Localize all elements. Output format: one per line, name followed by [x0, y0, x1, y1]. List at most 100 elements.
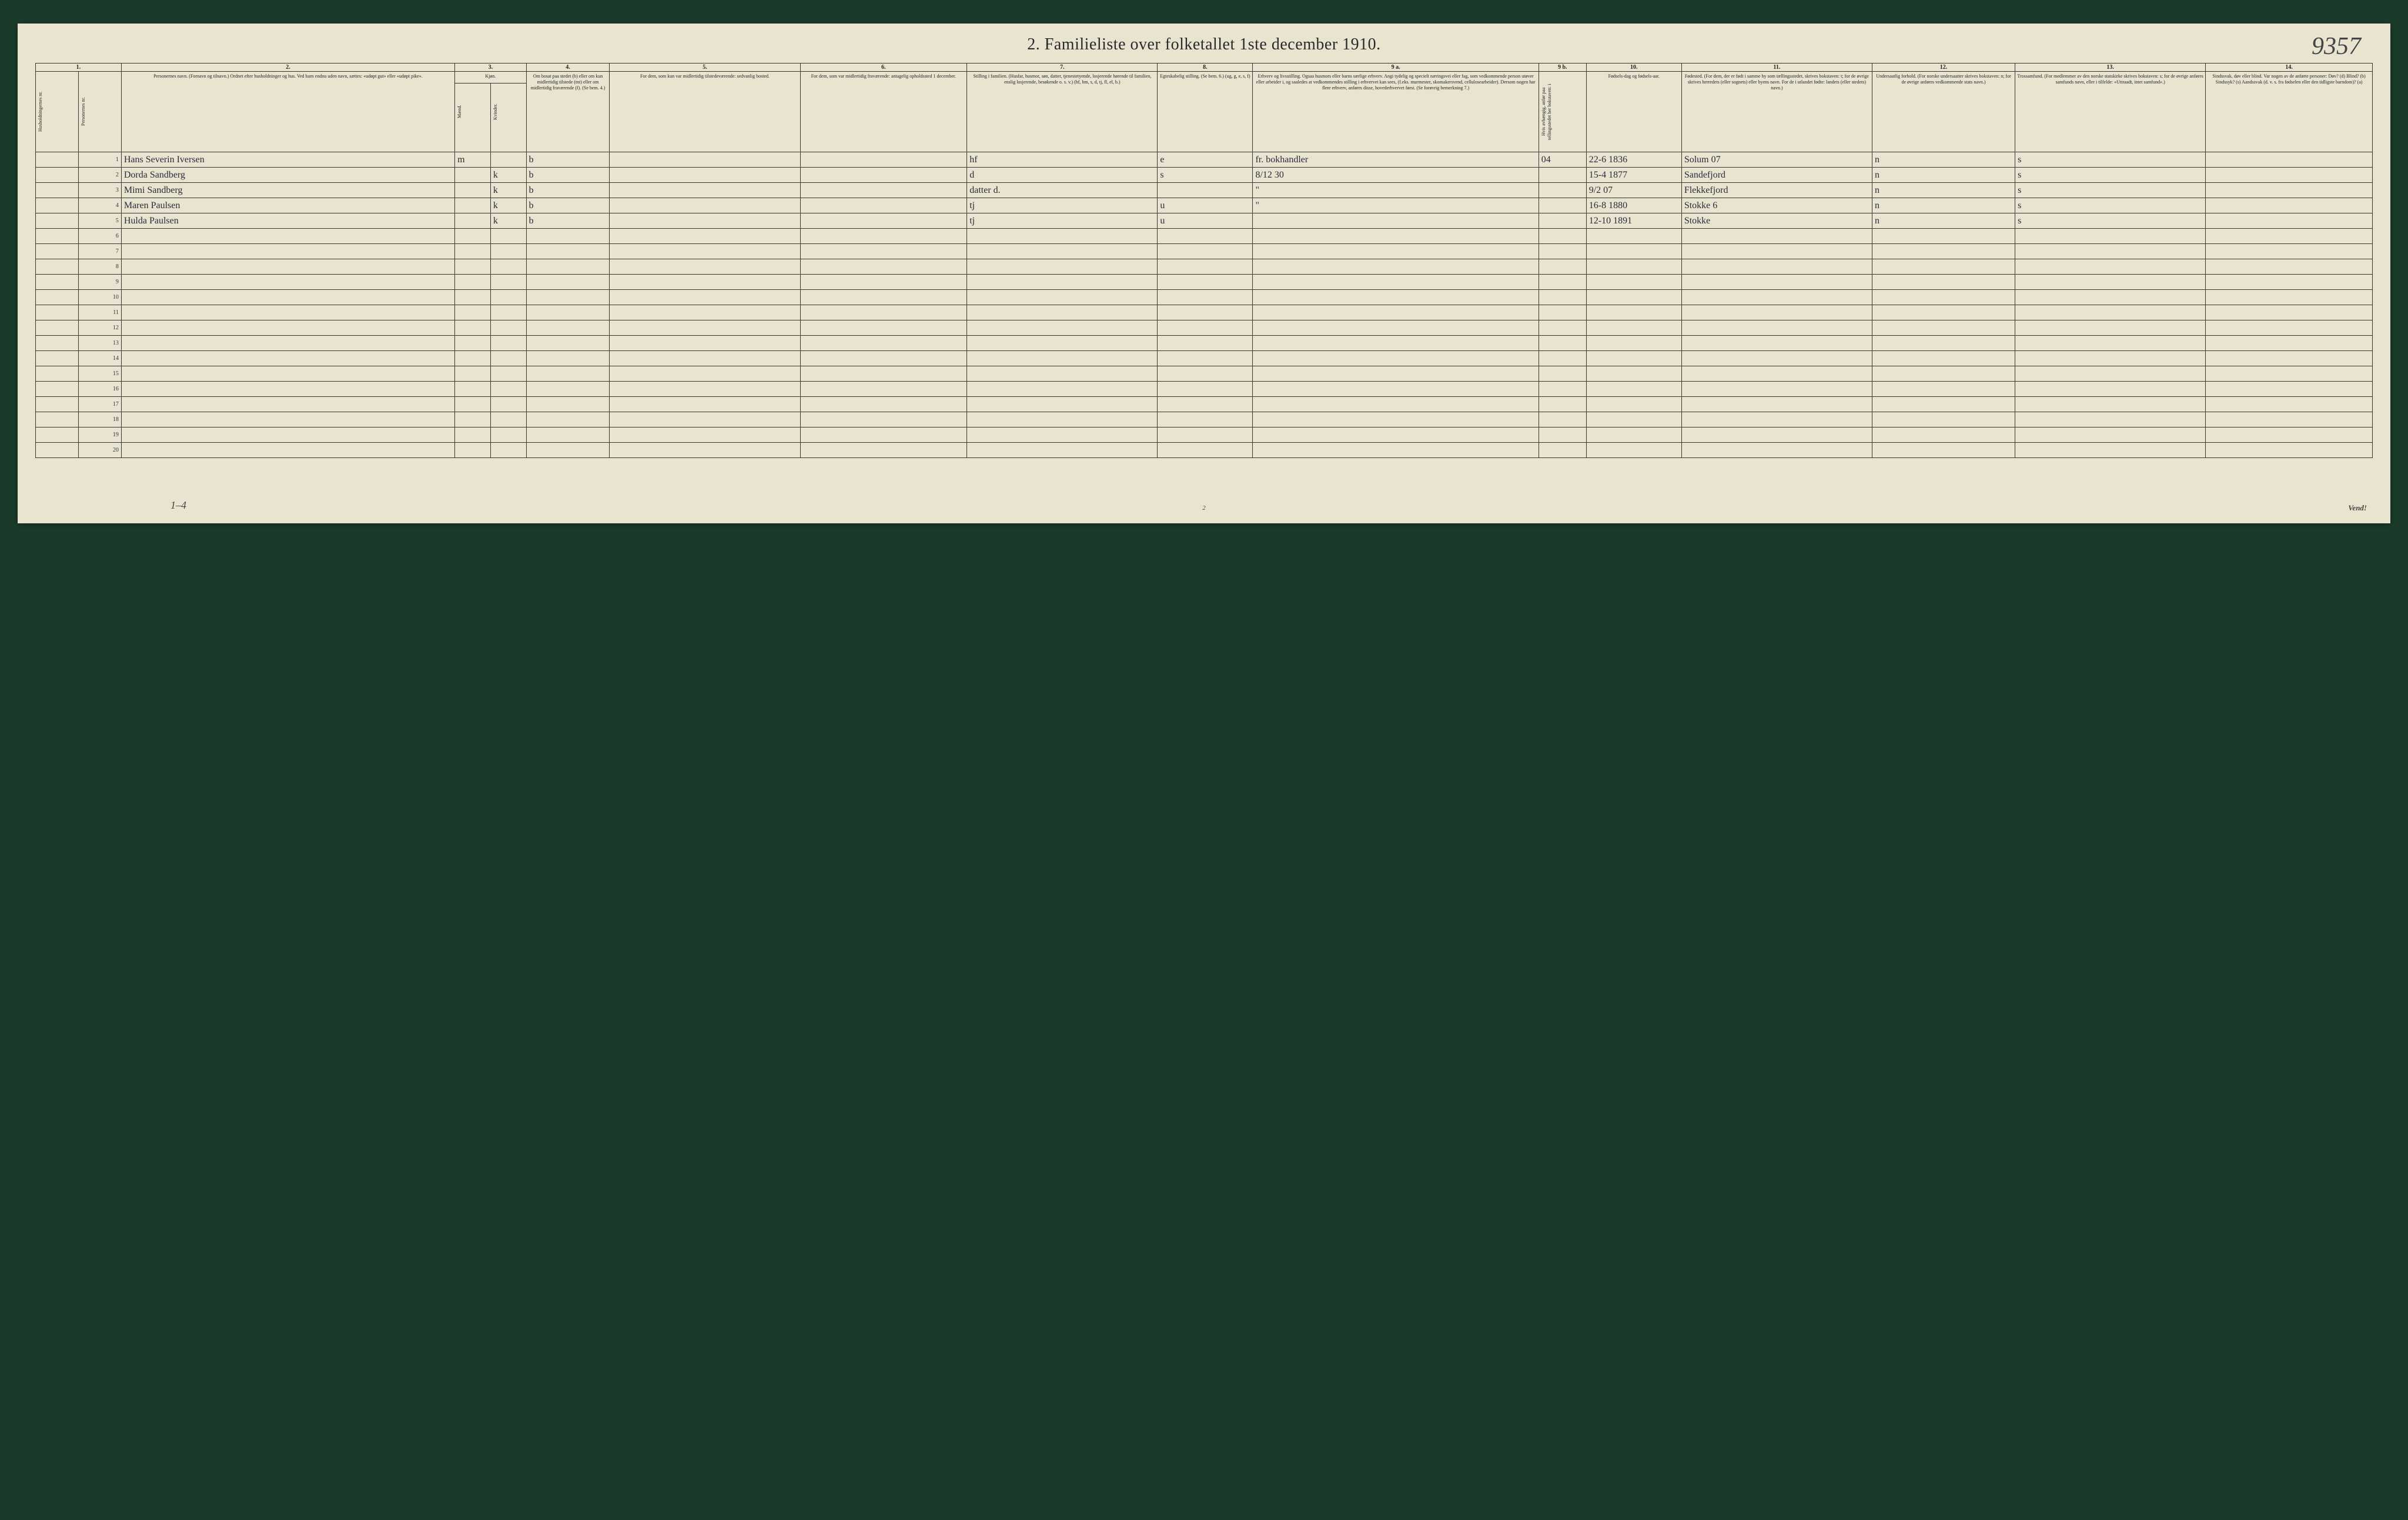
col-num-11: 11.: [1681, 64, 1872, 72]
cell-hh: [36, 382, 79, 397]
cell-name: [121, 336, 454, 351]
cell-name: [121, 290, 454, 305]
cell-col9b: [1539, 351, 1586, 366]
cell-inf: [2206, 397, 2373, 412]
cell-dob: 16-8 1880: [1586, 198, 1681, 213]
cell-hh: [36, 152, 79, 168]
header-sex: Kjøn.: [455, 72, 527, 83]
cell-fam: d: [967, 168, 1158, 183]
cell-res: [526, 366, 610, 382]
cell-away: [610, 382, 800, 397]
header-dob: Fødsels-dag og fødsels-aar.: [1586, 72, 1681, 152]
cell-col9b: [1539, 168, 1586, 183]
table-row: 4Maren Paulsenkbtju"16-8 1880Stokke 6ns: [36, 198, 2373, 213]
cell-hh: [36, 275, 79, 290]
table-row: 20: [36, 443, 2373, 458]
table-row: 9: [36, 275, 2373, 290]
cell-rel: [2015, 244, 2206, 259]
cell-hh: [36, 183, 79, 198]
cell-hh: [36, 336, 79, 351]
cell-away: [610, 183, 800, 198]
header-household-nr: Husholdningernes nr.: [37, 74, 44, 150]
cell-sex-k: [490, 412, 526, 427]
cell-inf: [2206, 229, 2373, 244]
cell-nat: [1872, 320, 2015, 336]
cell-sex-m: [455, 443, 491, 458]
cell-dob: [1586, 305, 1681, 320]
col-num-4: 4.: [526, 64, 610, 72]
cell-inf: [2206, 244, 2373, 259]
cell-nat: [1872, 290, 2015, 305]
cell-rel: [2015, 427, 2206, 443]
cell-mar: [1158, 366, 1253, 382]
cell-away: [610, 427, 800, 443]
cell-sex-m: m: [455, 152, 491, 168]
cell-res: [526, 305, 610, 320]
cell-temp: [800, 305, 967, 320]
cell-res: [526, 259, 610, 275]
cell-bp: Sandefjord: [1681, 168, 1872, 183]
cell-col9b: [1539, 366, 1586, 382]
table-row: 10: [36, 290, 2373, 305]
cell-row-num: 12: [78, 320, 121, 336]
cell-sex-k: [490, 305, 526, 320]
cell-temp: [800, 229, 967, 244]
cell-row-num: 20: [78, 443, 121, 458]
cell-bp: [1681, 259, 1872, 275]
cell-nat: n: [1872, 198, 2015, 213]
cell-hh: [36, 427, 79, 443]
cell-fam: [967, 443, 1158, 458]
cell-mar: [1158, 382, 1253, 397]
cell-occ: [1253, 336, 1539, 351]
cell-nat: [1872, 244, 2015, 259]
cell-dob: [1586, 443, 1681, 458]
cell-rel: [2015, 320, 2206, 336]
cell-mar: u: [1158, 213, 1253, 229]
cell-temp: [800, 244, 967, 259]
cell-rel: [2015, 275, 2206, 290]
cell-dob: [1586, 244, 1681, 259]
cell-occ: [1253, 320, 1539, 336]
cell-sex-k: [490, 351, 526, 366]
cell-temp: [800, 366, 967, 382]
cell-name: [121, 305, 454, 320]
cell-inf: [2206, 320, 2373, 336]
title-row: 2. Familieliste over folketallet 1ste de…: [35, 35, 2373, 54]
cell-away: [610, 198, 800, 213]
cell-hh: [36, 305, 79, 320]
cell-nat: [1872, 382, 2015, 397]
cell-hh: [36, 229, 79, 244]
cell-inf: [2206, 290, 2373, 305]
cell-bp: Stokke 6: [1681, 198, 1872, 213]
cell-name: [121, 244, 454, 259]
cell-fam: tj: [967, 198, 1158, 213]
cell-col9b: [1539, 198, 1586, 213]
table-row: 1Hans Severin Iversenmbhfefr. bokhandler…: [36, 152, 2373, 168]
table-row: 12: [36, 320, 2373, 336]
table-row: 18: [36, 412, 2373, 427]
cell-mar: e: [1158, 152, 1253, 168]
cell-mar: [1158, 244, 1253, 259]
cell-dob: [1586, 397, 1681, 412]
cell-inf: [2206, 412, 2373, 427]
cell-nat: [1872, 366, 2015, 382]
cell-away: [610, 152, 800, 168]
cell-occ: [1253, 366, 1539, 382]
cell-fam: [967, 244, 1158, 259]
cell-res: b: [526, 213, 610, 229]
cell-fam: [967, 305, 1158, 320]
cell-name: Maren Paulsen: [121, 198, 454, 213]
table-row: 14: [36, 351, 2373, 366]
cell-occ: [1253, 397, 1539, 412]
col-num-1: 1.: [36, 64, 122, 72]
cell-rel: [2015, 290, 2206, 305]
cell-sex-m: [455, 275, 491, 290]
cell-row-num: 2: [78, 168, 121, 183]
col-num-9b: 9 b.: [1539, 64, 1586, 72]
cell-row-num: 10: [78, 290, 121, 305]
cell-hh: [36, 168, 79, 183]
header-sex-k: Kvinder.: [492, 85, 499, 138]
table-row: 5Hulda Paulsenkbtju12-10 1891Stokkens: [36, 213, 2373, 229]
cell-rel: [2015, 336, 2206, 351]
cell-res: [526, 412, 610, 427]
